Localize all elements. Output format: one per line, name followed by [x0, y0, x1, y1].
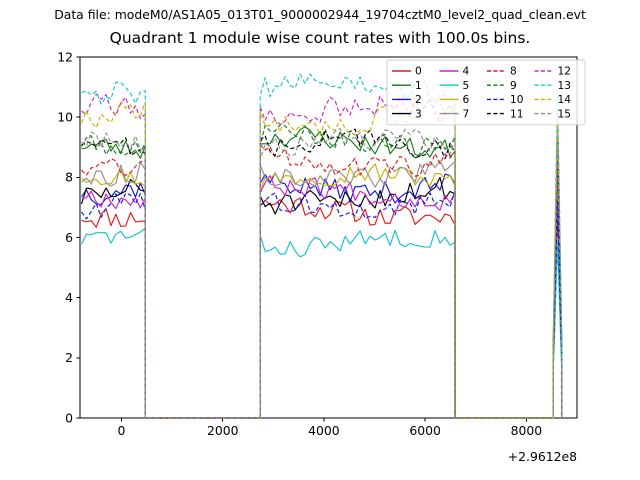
- series-line-1: [81, 126, 563, 419]
- legend-label-4[interactable]: 4: [463, 66, 470, 78]
- y-tick-label: 10: [57, 110, 73, 125]
- series-line-12: [81, 93, 563, 419]
- x-tick-label: 8000: [511, 423, 543, 438]
- y-tick-label: 4: [65, 290, 73, 305]
- x-tick-label: 4000: [308, 423, 340, 438]
- legend-label-9[interactable]: 9: [510, 80, 517, 92]
- series-line-5: [81, 227, 563, 419]
- y-tick-label: 12: [57, 49, 73, 64]
- legend-label-8[interactable]: 8: [510, 66, 517, 78]
- series-line-2: [81, 172, 563, 419]
- series-line-15: [81, 127, 563, 419]
- y-tick-label: 6: [65, 230, 73, 245]
- legend-label-1[interactable]: 1: [415, 80, 422, 92]
- series-line-11: [81, 128, 563, 419]
- series-line-6: [81, 163, 563, 419]
- legend-label-14[interactable]: 14: [558, 94, 572, 106]
- legend-label-7[interactable]: 7: [463, 108, 470, 120]
- legend-label-0[interactable]: 0: [415, 66, 422, 78]
- series-line-10: [81, 189, 563, 419]
- series-lines: [80, 73, 563, 419]
- y-tick-label: 2: [65, 350, 73, 365]
- series-line-13: [81, 73, 563, 419]
- series-line-3: [80, 176, 563, 419]
- series-line-9: [81, 124, 563, 419]
- legend-label-6[interactable]: 6: [463, 94, 470, 106]
- legend-label-10[interactable]: 10: [510, 94, 524, 106]
- legend-label-5[interactable]: 5: [463, 80, 470, 92]
- series-line-7: [81, 160, 563, 419]
- series-line-4: [81, 175, 563, 419]
- data-file-label: Data file: modeM0/AS1A05_013T01_90000029…: [54, 7, 586, 22]
- series-line-8: [81, 144, 563, 419]
- x-tick-label: 0: [118, 423, 126, 438]
- x-axis-ticks: 0 2000 4000 6000 8000: [118, 418, 543, 438]
- legend-label-11[interactable]: 11: [510, 108, 523, 120]
- legend-label-2[interactable]: 2: [415, 94, 422, 106]
- legend-label-15[interactable]: 15: [558, 108, 571, 120]
- y-tick-label: 0: [65, 410, 73, 425]
- y-tick-label: 8: [65, 170, 73, 185]
- series-line-0: [81, 197, 563, 419]
- page-title: Quadrant 1 module wise count rates with …: [109, 29, 531, 47]
- legend-label-3[interactable]: 3: [415, 108, 422, 120]
- x-tick-label: 2000: [207, 423, 239, 438]
- legend-label-12[interactable]: 12: [558, 66, 571, 78]
- series-line-14: [80, 99, 563, 419]
- x-tick-label: 6000: [409, 423, 441, 438]
- legend-label-13[interactable]: 13: [558, 80, 571, 92]
- x-axis-offset-label: +2.9612e8: [507, 449, 577, 464]
- legend-box: [386, 59, 586, 126]
- y-axis-ticks: 0 2 4 6 8 10 12: [57, 49, 80, 425]
